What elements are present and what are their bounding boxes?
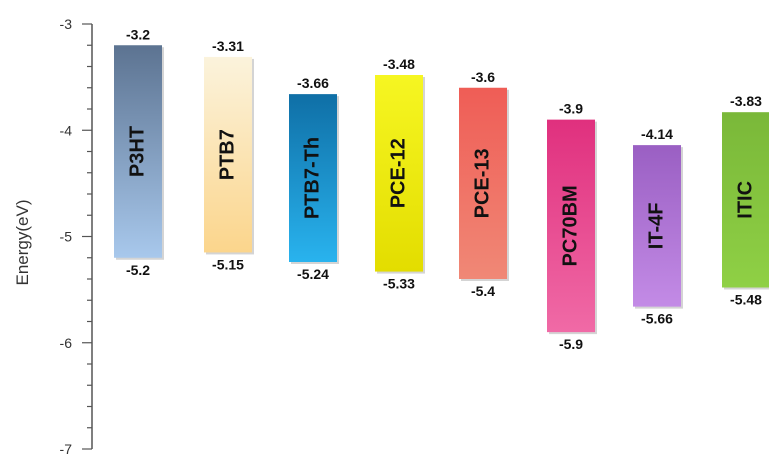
y-axis: -3 -4 -5 -6 -7 <box>60 16 93 454</box>
bottom-value-label: -5.48 <box>730 292 762 308</box>
bar-pce-12 <box>375 75 423 272</box>
top-value-label: -3.83 <box>730 93 762 109</box>
top-value-label: -3.66 <box>297 75 329 91</box>
y-tick-label: -6 <box>60 335 73 351</box>
bar-p3ht <box>114 45 162 258</box>
bar-it-4f <box>633 145 681 307</box>
bar-label: PTB7-Th <box>301 137 323 219</box>
bottom-value-label: -5.9 <box>559 336 583 352</box>
bottom-value-label: -5.2 <box>126 262 150 278</box>
top-value-label: -3.48 <box>383 56 415 72</box>
top-value-label: -3.31 <box>212 38 244 54</box>
bottom-value-label: -5.24 <box>297 266 329 282</box>
y-tick-label: -5 <box>60 229 73 245</box>
top-value-label: -3.6 <box>471 69 495 85</box>
top-value-label: -3.2 <box>126 26 150 42</box>
y-tick-label: -4 <box>60 122 73 138</box>
bar-group-pc70bm: PC70BM -3.9 -5.9 <box>547 101 597 352</box>
bar-pc70bm <box>547 119 595 333</box>
bar-label: PCE-13 <box>471 148 493 218</box>
bar-label: ITIC <box>734 181 756 219</box>
bar-group-ptb7-th: PTB7-Th -3.66 -5.24 <box>289 75 339 282</box>
bar-group-pce-13: PCE-13 -3.6 -5.4 <box>459 69 509 299</box>
bottom-value-label: -5.66 <box>641 311 673 327</box>
bottom-value-label: -5.33 <box>383 276 415 292</box>
y-tick-label: -7 <box>60 441 73 454</box>
bar-itic <box>722 112 769 288</box>
bar-group-itic: ITIC -3.83 -5.48 <box>722 93 769 308</box>
top-value-label: -4.14 <box>641 126 673 142</box>
bottom-value-label: -5.4 <box>471 283 495 299</box>
bottom-value-label: -5.15 <box>212 256 244 272</box>
bar-pce-13 <box>459 87 507 279</box>
bar-group-p3ht: P3HT -3.2 -5.2 <box>114 26 164 278</box>
y-axis-title: Energy(eV) <box>13 200 32 286</box>
bar-label: PTB7 <box>216 129 238 180</box>
bar-label: PCE-12 <box>387 138 409 208</box>
bar-label: PC70BM <box>559 185 581 266</box>
bar-group-it-4f: IT-4F -4.14 -5.66 <box>633 126 683 327</box>
bar-label: P3HT <box>126 126 148 177</box>
y-tick-label: -3 <box>60 16 73 32</box>
bar-label: IT-4F <box>645 203 667 250</box>
bar-group-pce-12: PCE-12 -3.48 -5.33 <box>375 56 425 292</box>
top-value-label: -3.9 <box>559 101 583 117</box>
bar-group-ptb7: PTB7 -3.31 -5.15 <box>204 38 254 272</box>
bars-group: P3HT -3.2 -5.2 PTB7 -3.31 -5.15 PTB7-Th -3.66 -5… <box>114 26 769 352</box>
bar-ptb7 <box>204 56 252 253</box>
bar-ptb7-th <box>289 94 337 262</box>
